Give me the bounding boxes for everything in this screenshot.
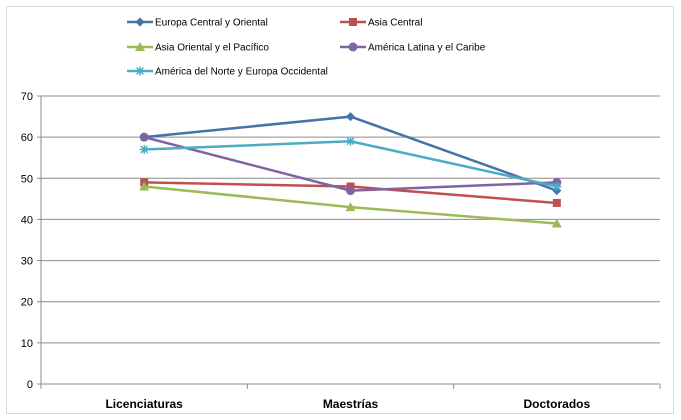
x-tick-label: Maestrías xyxy=(323,397,379,411)
series-line xyxy=(144,140,558,188)
legend-marker xyxy=(135,66,145,76)
data-point xyxy=(346,112,355,122)
y-tick-label: 0 xyxy=(27,379,33,391)
star-stroke xyxy=(552,182,561,191)
data-point xyxy=(346,186,355,196)
legend-marker xyxy=(135,42,145,51)
legend-label: Asia Oriental y el Pacífico xyxy=(155,43,269,54)
legend-label: América Latina y el Caribe xyxy=(368,43,486,54)
y-tick-label: 40 xyxy=(21,214,33,226)
data-point xyxy=(552,182,562,192)
data-point xyxy=(139,181,150,191)
y-tick-label: 60 xyxy=(21,132,33,144)
axes: 0 10 20 30 40 50 60 70 Licenciaturas Maestrías Doc… xyxy=(21,91,661,411)
data-point xyxy=(346,136,355,146)
data-point xyxy=(139,144,149,154)
legend-label: Asia Central xyxy=(368,18,422,29)
star-stroke xyxy=(140,145,149,154)
legend-marker xyxy=(135,17,145,27)
gridlines xyxy=(41,95,660,344)
y-tick-label: 50 xyxy=(21,173,33,185)
legend-label: Europa Central y Oriental xyxy=(155,18,268,29)
y-tick-label: 70 xyxy=(21,91,33,103)
star-stroke xyxy=(346,137,355,146)
y-tick-label: 10 xyxy=(21,338,33,350)
legend-marker xyxy=(348,42,358,52)
y-tick-label: 30 xyxy=(21,256,33,268)
legend: Europa Central y Oriental Asia Central Asi… xyxy=(127,17,486,78)
star-stroke xyxy=(136,67,144,75)
legend-marker xyxy=(349,18,357,26)
chart-frame xyxy=(6,6,674,414)
legend-label: América del Norte y Europa Occidental xyxy=(155,67,328,78)
series-group xyxy=(139,112,562,228)
x-tick-label: Licenciaturas xyxy=(105,397,183,411)
data-point xyxy=(139,132,149,142)
x-tick-label: Doctorados xyxy=(523,397,590,411)
data-point xyxy=(345,202,356,212)
data-point xyxy=(552,198,561,207)
y-tick-label: 20 xyxy=(21,297,33,309)
data-point xyxy=(551,218,562,228)
